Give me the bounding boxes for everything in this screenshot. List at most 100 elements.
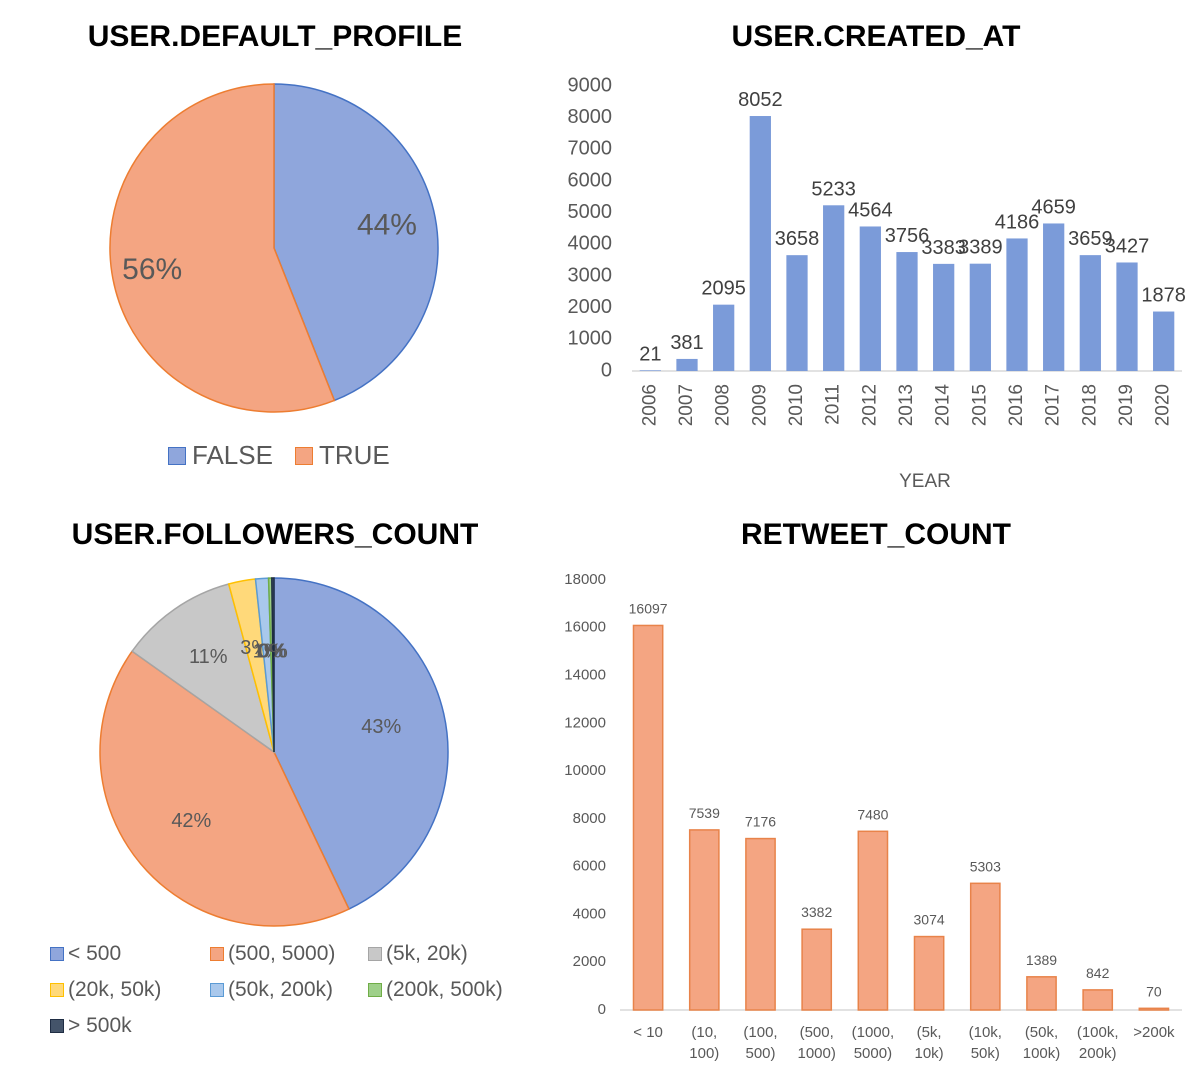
bar-data-label-8: 3383 <box>921 237 966 259</box>
bar-data-label-0: 21 <box>639 343 661 365</box>
legend-label-0: < 500 <box>68 942 122 965</box>
legend-item-true: TRUE <box>295 440 390 471</box>
legend-item-false: FALSE <box>168 440 273 471</box>
bar-data-label-6: 4564 <box>848 199 893 221</box>
legend-label-3: (20k, 50k) <box>68 978 162 1001</box>
x-tick-label-6-0: (10k, <box>969 1024 1002 1041</box>
bar-6 <box>859 226 881 371</box>
x-tick-label-5-0: (5k, <box>917 1024 942 1041</box>
bar-data-label-9: 70 <box>1146 983 1162 999</box>
y-tick-label-9: 9000 <box>568 74 613 96</box>
legend-followers-count: < 500 (500, 5000) (5k, 20k) (20k, 50k) (50k,… <box>0 942 550 1052</box>
legend-label-2: (5k, 20k) <box>386 942 468 965</box>
bar-data-label-13: 3427 <box>1105 235 1150 257</box>
bar-data-label-3: 3382 <box>801 904 832 920</box>
bar-6 <box>969 882 1001 1011</box>
x-tick-label-10: 2016 <box>1006 384 1027 426</box>
legend-item-1: (500, 5000) <box>210 942 335 966</box>
bar-data-label-1: 7539 <box>689 805 720 821</box>
bar-data-label-11: 4659 <box>1031 196 1076 218</box>
pie-slice-6 <box>271 577 275 753</box>
x-tick-label-6: 2012 <box>859 384 880 426</box>
bar-4 <box>786 255 808 371</box>
pie-data-label-1: 56% <box>122 253 182 286</box>
y-tick-label-9: 18000 <box>564 571 606 588</box>
bar-data-label-12: 3659 <box>1068 228 1113 250</box>
legend-label-5: (200k, 500k) <box>386 978 503 1001</box>
legend-label-1: (500, 5000) <box>228 942 336 965</box>
y-tick-label-5: 5000 <box>568 201 613 223</box>
legend-label-false: FALSE <box>192 440 273 470</box>
x-tick-label-2-1: 500) <box>745 1045 775 1062</box>
x-tick-label-2: 2008 <box>713 384 734 426</box>
bar-5 <box>913 935 945 1011</box>
y-tick-label-1: 1000 <box>568 328 613 350</box>
bar-data-label-1: 381 <box>670 332 703 354</box>
bar-0 <box>632 624 664 1011</box>
bar-4 <box>857 830 889 1011</box>
bar-data-label-9: 3389 <box>958 237 1003 259</box>
bar-data-label-2: 2095 <box>701 278 746 300</box>
y-tick-label-1: 2000 <box>573 953 606 970</box>
x-tick-label-8-0: (100k, <box>1077 1024 1119 1041</box>
y-tick-label-3: 6000 <box>573 858 606 875</box>
bar-data-label-4: 7480 <box>857 806 888 822</box>
x-tick-label-8-1: 200k) <box>1079 1045 1117 1062</box>
x-tick-label-9-0: >200k <box>1133 1024 1175 1041</box>
chart-default-profile: USER.DEFAULT_PROFILE 44% 56% FALSE TRUE <box>0 0 550 500</box>
pie-data-label-0: 44% <box>357 208 417 241</box>
y-tick-label-7: 14000 <box>564 667 606 684</box>
legend-default-profile: FALSE TRUE <box>0 440 550 480</box>
pie-data-label-0: 43% <box>361 716 401 738</box>
pie-data-label-6: 0% <box>259 640 288 662</box>
bar-1 <box>688 829 720 1011</box>
pie-slice-1 <box>99 650 350 927</box>
legend-item-0: < 500 <box>50 942 121 966</box>
x-tick-label-1-0: (10, <box>691 1024 717 1041</box>
x-tick-label-4-1: 5000) <box>854 1045 892 1062</box>
x-tick-label-14: 2020 <box>1153 384 1174 426</box>
x-tick-label-8: 2014 <box>933 384 954 427</box>
legend-label-6: > 500k <box>68 1014 132 1037</box>
pie-data-label-5: 0% <box>257 640 286 662</box>
bar-data-label-6: 5303 <box>970 858 1001 874</box>
x-tick-label-9: 2015 <box>969 384 990 426</box>
x-axis-title: YEAR <box>899 471 951 492</box>
pie-slice-1 <box>109 83 336 413</box>
bar-13 <box>1116 262 1138 371</box>
x-tick-label-5: 2011 <box>823 384 844 425</box>
y-tick-label-4: 8000 <box>573 810 606 827</box>
legend-label-4: (50k, 200k) <box>228 978 334 1001</box>
pie-slice-0 <box>273 577 449 911</box>
x-tick-label-7-0: (50k, <box>1025 1024 1058 1041</box>
y-tick-label-2: 4000 <box>573 905 606 922</box>
legend-swatch-false <box>168 446 186 465</box>
bar-data-label-0: 16097 <box>629 600 668 616</box>
legend-swatch-3 <box>50 983 64 997</box>
y-tick-label-6: 12000 <box>564 714 606 731</box>
y-tick-label-5: 10000 <box>564 762 606 779</box>
chart-title: USER.DEFAULT_PROFILE <box>87 20 463 53</box>
x-tick-label-11: 2017 <box>1043 384 1064 426</box>
bar-1 <box>676 358 698 371</box>
bar-data-label-7: 1389 <box>1026 952 1057 968</box>
pie-data-label-2: 11% <box>189 646 228 668</box>
bar-7 <box>1026 976 1057 1011</box>
bar-3 <box>801 928 833 1011</box>
legend-item-4: (50k, 200k) <box>210 978 333 1002</box>
y-tick-label-6: 6000 <box>568 169 613 191</box>
bar-9 <box>969 263 991 371</box>
x-tick-label-12: 2018 <box>1079 384 1100 426</box>
bar-8 <box>933 263 955 371</box>
legend-item-5: (200k, 500k) <box>368 978 503 1002</box>
bar-data-label-3: 8052 <box>738 89 783 111</box>
y-tick-label-4: 4000 <box>568 233 613 255</box>
legend-swatch-4 <box>210 983 224 997</box>
bar-data-label-4: 3658 <box>775 228 820 250</box>
legend-swatch-2 <box>368 947 382 961</box>
bar-12 <box>1079 255 1101 371</box>
bar-data-label-5: 5233 <box>811 178 856 200</box>
bar-2 <box>745 837 776 1011</box>
x-tick-label-6-1: 50k) <box>971 1045 1000 1062</box>
legend-label-true: TRUE <box>319 440 390 470</box>
